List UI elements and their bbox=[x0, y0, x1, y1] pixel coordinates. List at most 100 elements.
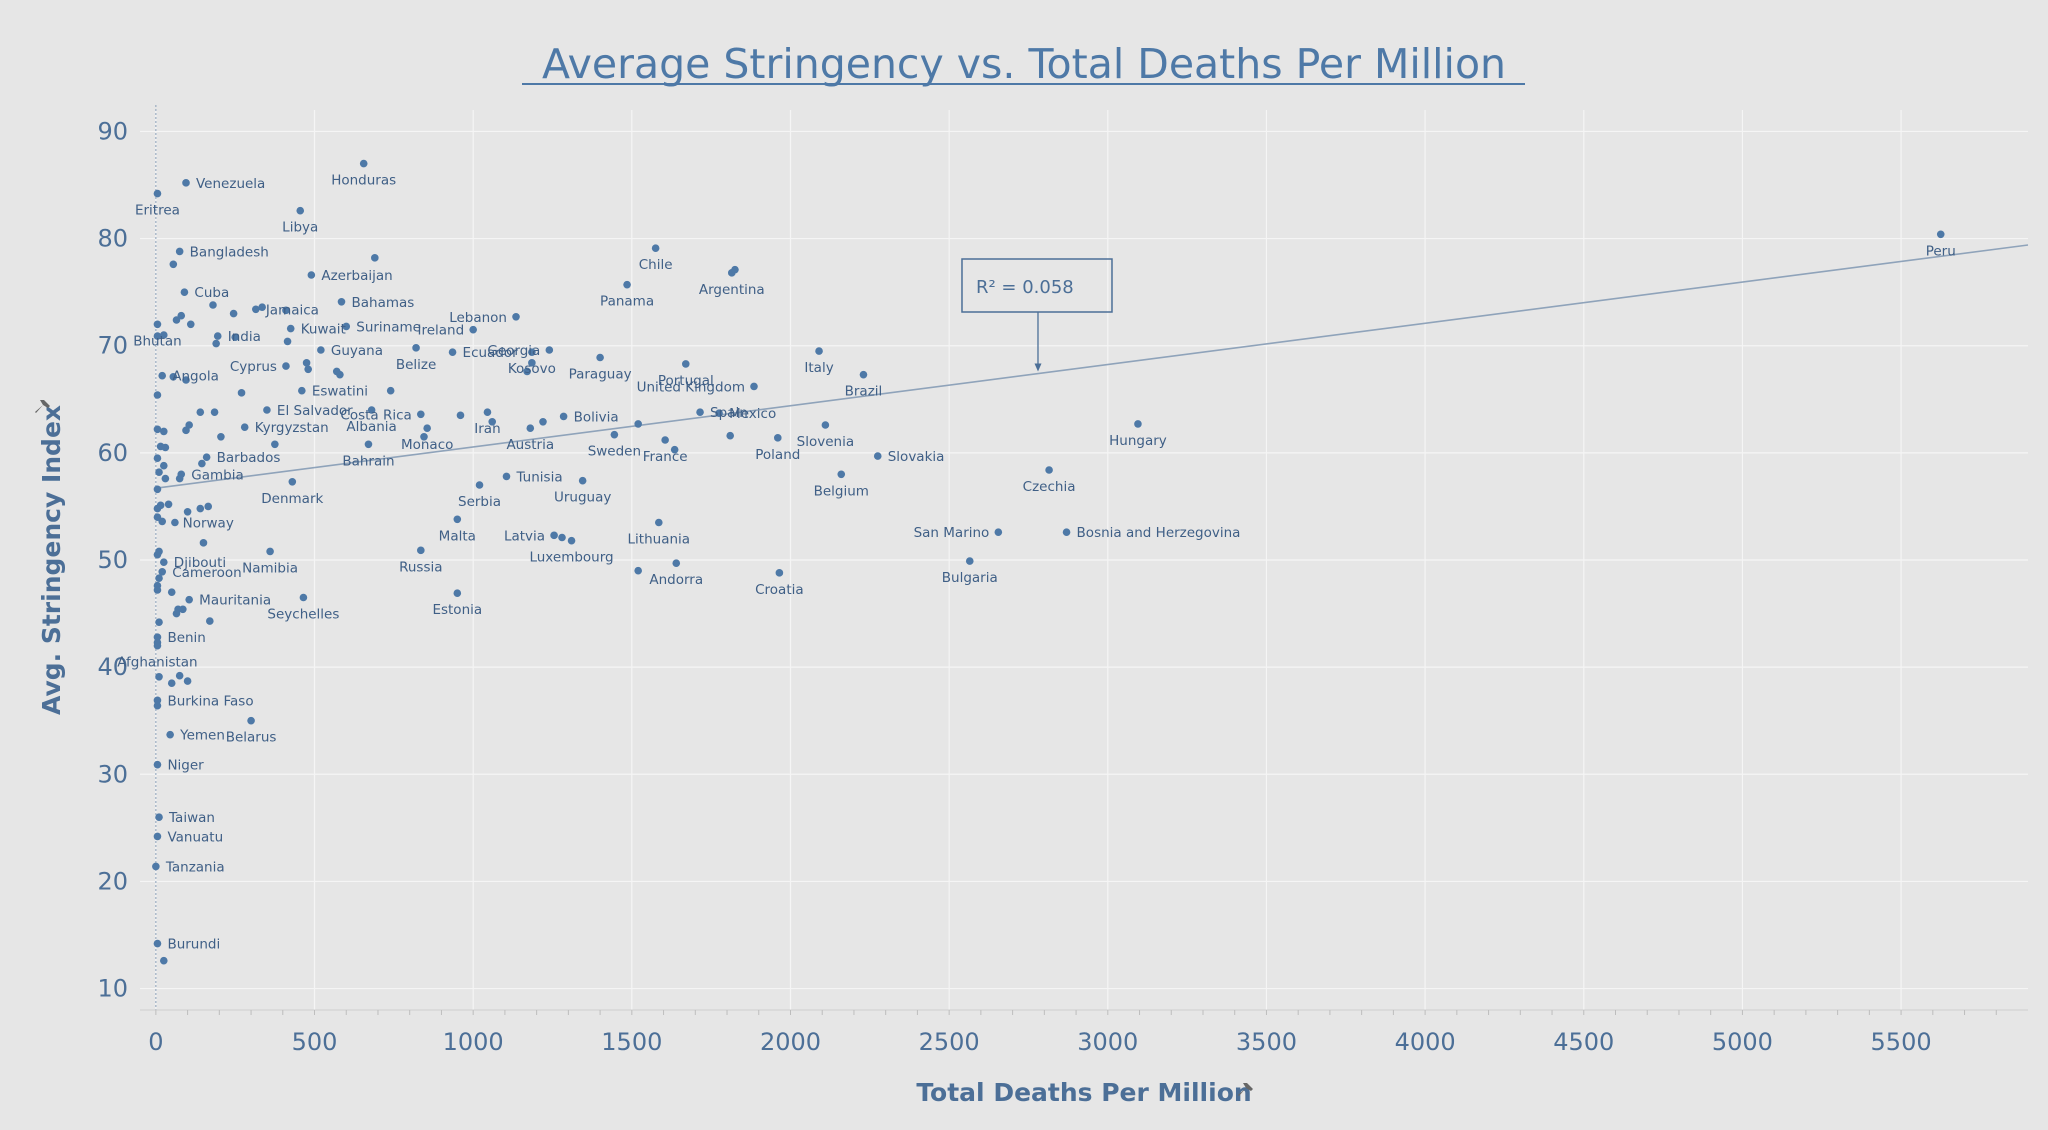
data-point[interactable] bbox=[304, 365, 312, 374]
data-point[interactable] bbox=[610, 430, 619, 439]
data-point[interactable] bbox=[655, 518, 663, 527]
data-point[interactable] bbox=[681, 360, 690, 368]
data-point[interactable] bbox=[412, 344, 420, 352]
data-point[interactable] bbox=[545, 346, 554, 354]
data-point[interactable] bbox=[994, 528, 1003, 536]
data-point[interactable] bbox=[180, 288, 189, 296]
data-point[interactable] bbox=[172, 609, 181, 618]
data-point[interactable] bbox=[965, 557, 974, 565]
data-point[interactable] bbox=[371, 254, 379, 262]
data-point[interactable] bbox=[359, 159, 368, 168]
data-point[interactable] bbox=[153, 633, 162, 641]
data-point[interactable] bbox=[258, 303, 266, 311]
data-point[interactable] bbox=[153, 332, 162, 340]
data-point[interactable] bbox=[172, 316, 181, 324]
data-point[interactable] bbox=[386, 386, 395, 395]
data-point[interactable] bbox=[670, 445, 679, 454]
data-point[interactable] bbox=[417, 546, 425, 555]
data-point[interactable] bbox=[298, 386, 306, 395]
data-point[interactable] bbox=[286, 324, 295, 333]
data-point[interactable] bbox=[672, 559, 681, 568]
data-point[interactable] bbox=[821, 421, 830, 429]
data-point[interactable] bbox=[153, 189, 162, 198]
data-point[interactable] bbox=[661, 436, 669, 444]
data-point[interactable] bbox=[299, 593, 308, 602]
data-point[interactable] bbox=[559, 412, 568, 421]
data-point[interactable] bbox=[453, 589, 462, 598]
pin-icon[interactable] bbox=[35, 400, 50, 413]
data-point[interactable] bbox=[186, 320, 195, 329]
data-point[interactable] bbox=[296, 206, 305, 215]
data-point[interactable] bbox=[213, 332, 222, 340]
data-point[interactable] bbox=[815, 347, 823, 355]
data-point[interactable] bbox=[302, 359, 311, 367]
data-point[interactable] bbox=[202, 453, 211, 461]
data-point[interactable] bbox=[166, 730, 174, 739]
data-point[interactable] bbox=[282, 306, 290, 315]
data-point[interactable] bbox=[209, 301, 217, 309]
data-point[interactable] bbox=[483, 408, 492, 416]
data-point[interactable] bbox=[153, 425, 162, 434]
data-point[interactable] bbox=[167, 588, 176, 596]
data-point[interactable] bbox=[153, 391, 162, 399]
data-point[interactable] bbox=[634, 566, 642, 575]
data-point[interactable] bbox=[175, 671, 184, 680]
data-point[interactable] bbox=[155, 813, 163, 821]
data-point[interactable] bbox=[175, 247, 184, 256]
data-point[interactable] bbox=[183, 677, 192, 685]
data-point[interactable] bbox=[448, 348, 457, 356]
data-point[interactable] bbox=[696, 408, 704, 416]
data-point[interactable] bbox=[212, 339, 220, 348]
data-point[interactable] bbox=[342, 322, 351, 331]
data-point[interactable] bbox=[1134, 420, 1142, 428]
data-point[interactable] bbox=[283, 337, 292, 346]
data-point[interactable] bbox=[750, 382, 758, 391]
data-point[interactable] bbox=[252, 305, 260, 314]
data-point[interactable] bbox=[153, 832, 162, 841]
data-point[interactable] bbox=[159, 331, 168, 339]
data-point[interactable] bbox=[183, 507, 192, 516]
data-point[interactable] bbox=[775, 569, 784, 577]
data-point[interactable] bbox=[512, 312, 520, 321]
data-point[interactable] bbox=[185, 595, 193, 604]
pin-icon[interactable] bbox=[1238, 1083, 1253, 1096]
data-point[interactable] bbox=[158, 567, 167, 576]
data-point[interactable] bbox=[182, 426, 190, 435]
data-point[interactable] bbox=[206, 617, 214, 625]
data-point[interactable] bbox=[153, 485, 162, 494]
data-point[interactable] bbox=[263, 406, 271, 414]
data-point[interactable] bbox=[153, 586, 162, 594]
data-point[interactable] bbox=[578, 476, 587, 485]
data-point[interactable] bbox=[773, 434, 782, 442]
data-point[interactable] bbox=[153, 760, 162, 769]
data-point[interactable] bbox=[1062, 528, 1071, 536]
data-point[interactable] bbox=[210, 408, 219, 416]
data-point[interactable] bbox=[634, 420, 642, 428]
data-point[interactable] bbox=[161, 443, 170, 452]
data-point[interactable] bbox=[288, 477, 297, 486]
data-point[interactable] bbox=[153, 939, 162, 948]
data-point[interactable] bbox=[367, 406, 376, 414]
data-point[interactable] bbox=[196, 504, 205, 513]
data-point[interactable] bbox=[1045, 466, 1053, 474]
data-point[interactable] bbox=[528, 348, 536, 356]
data-point[interactable] bbox=[159, 956, 168, 965]
data-point[interactable] bbox=[550, 531, 558, 540]
data-point[interactable] bbox=[539, 417, 547, 426]
data-point[interactable] bbox=[336, 370, 344, 379]
data-point[interactable] bbox=[155, 468, 163, 476]
data-point[interactable] bbox=[596, 353, 604, 362]
data-point[interactable] bbox=[453, 515, 462, 524]
data-point[interactable] bbox=[307, 271, 316, 279]
data-point[interactable] bbox=[167, 679, 176, 688]
data-point[interactable] bbox=[423, 424, 431, 433]
data-point[interactable] bbox=[623, 280, 631, 289]
data-point[interactable] bbox=[155, 547, 163, 556]
data-point[interactable] bbox=[337, 297, 346, 306]
data-point[interactable] bbox=[153, 696, 162, 705]
data-point[interactable] bbox=[182, 376, 190, 384]
data-point[interactable] bbox=[558, 533, 566, 542]
data-point[interactable] bbox=[282, 362, 290, 370]
data-point[interactable] bbox=[229, 309, 238, 318]
data-point[interactable] bbox=[155, 672, 163, 681]
